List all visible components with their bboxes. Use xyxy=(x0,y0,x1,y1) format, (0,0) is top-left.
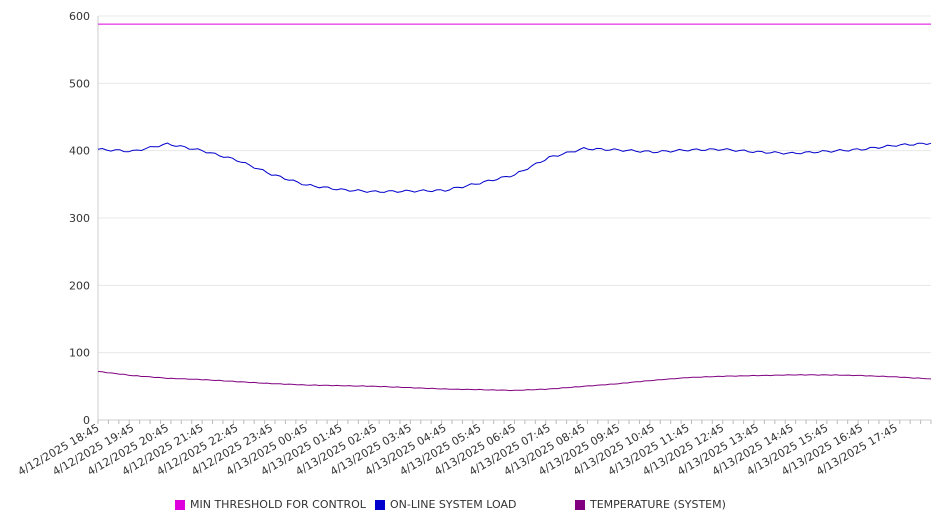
series-line-1[interactable] xyxy=(97,142,932,193)
legend-label-temperature: TEMPERATURE (SYSTEM) xyxy=(590,498,726,511)
legend-item-min-threshold[interactable]: MIN THRESHOLD FOR CONTROL xyxy=(175,498,366,511)
legend-item-temperature[interactable]: TEMPERATURE (SYSTEM) xyxy=(575,498,726,511)
legend-label-min-threshold: MIN THRESHOLD FOR CONTROL xyxy=(190,498,366,511)
legend: MIN THRESHOLD FOR CONTROL ON-LINE SYSTEM… xyxy=(0,498,946,516)
x-axis-ticks: 4/12/2025 18:454/12/2025 19:454/12/2025 … xyxy=(16,421,900,478)
y-tick-label: 100 xyxy=(69,347,90,360)
series-lines xyxy=(97,23,932,392)
grid xyxy=(98,15,931,354)
y-tick-label: 600 xyxy=(69,10,90,23)
legend-label-system-load: ON-LINE SYSTEM LOAD xyxy=(390,498,517,511)
legend-swatch-system-load xyxy=(375,499,385,510)
y-tick-label: 400 xyxy=(69,145,90,158)
axes xyxy=(97,16,932,424)
y-tick-label: 500 xyxy=(69,77,90,90)
y-tick-label: 300 xyxy=(69,212,90,225)
legend-swatch-min-threshold xyxy=(175,499,185,510)
y-tick-label: 200 xyxy=(69,279,90,292)
y-tick-label: 0 xyxy=(83,414,90,427)
series-line-2[interactable] xyxy=(97,371,932,392)
y-axis-ticks: 0 100 200 300 400 500 600 xyxy=(69,10,90,427)
legend-swatch-temperature xyxy=(575,499,585,510)
legend-item-system-load[interactable]: ON-LINE SYSTEM LOAD xyxy=(375,498,516,511)
